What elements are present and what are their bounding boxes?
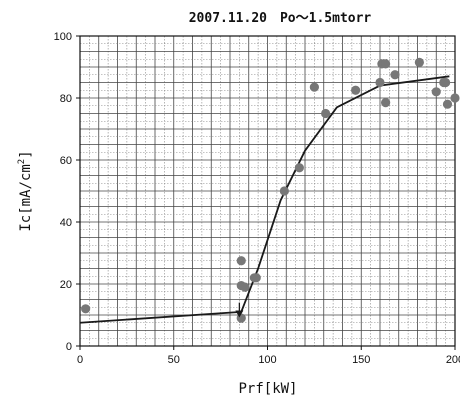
data-point [236, 256, 246, 266]
grid [79, 35, 456, 347]
data-point [279, 186, 289, 196]
data-point [441, 77, 451, 88]
data-point [351, 85, 361, 95]
y-tick-label: 80 [60, 93, 72, 105]
x-tick-label: 100 [258, 354, 276, 366]
data-point [240, 282, 250, 292]
data-point [381, 98, 391, 108]
y-axis-label-superscript: 2 [17, 159, 27, 164]
y-tick-label: 0 [66, 341, 72, 353]
data-point [390, 70, 400, 80]
arrow-head [235, 310, 244, 318]
trend-line [79, 75, 450, 324]
ticks [76, 35, 456, 350]
y-axis-label-end: ] [18, 150, 34, 158]
y-tick-label: 60 [60, 155, 72, 167]
x-axis-label: Prf[kW] [238, 381, 297, 397]
data-point [431, 87, 441, 97]
data-point [321, 108, 331, 119]
annotation-arrow [235, 302, 244, 318]
x-tick-label: 50 [168, 354, 180, 366]
data-point [450, 93, 460, 103]
y-tick-label: 20 [60, 279, 72, 291]
x-tick-label: 200 [446, 354, 460, 366]
data-point [381, 59, 391, 69]
data-point [414, 57, 424, 67]
data-point [442, 99, 453, 109]
y-tick-label: 100 [54, 31, 72, 43]
x-tick-label: 0 [77, 354, 83, 366]
data-point [309, 82, 319, 92]
trend-line-path [79, 75, 450, 324]
x-tick-label: 150 [352, 354, 370, 366]
y-tick-labels: 0 20 40 60 80 100 [54, 31, 72, 353]
data-point [375, 77, 385, 88]
data-points [81, 57, 460, 323]
data-point [294, 163, 304, 173]
x-tick-labels: 0 50 100 150 200 [77, 354, 460, 366]
chart-title: 2007.11.20 Po〜1.5mtorr [189, 11, 372, 26]
y-axis-label: Ic[mA/cm2] [17, 150, 34, 231]
y-axis-label-main: Ic[mA/cm [18, 164, 34, 231]
y-tick-label: 40 [60, 217, 72, 229]
data-point [251, 273, 261, 283]
data-point [81, 304, 91, 314]
